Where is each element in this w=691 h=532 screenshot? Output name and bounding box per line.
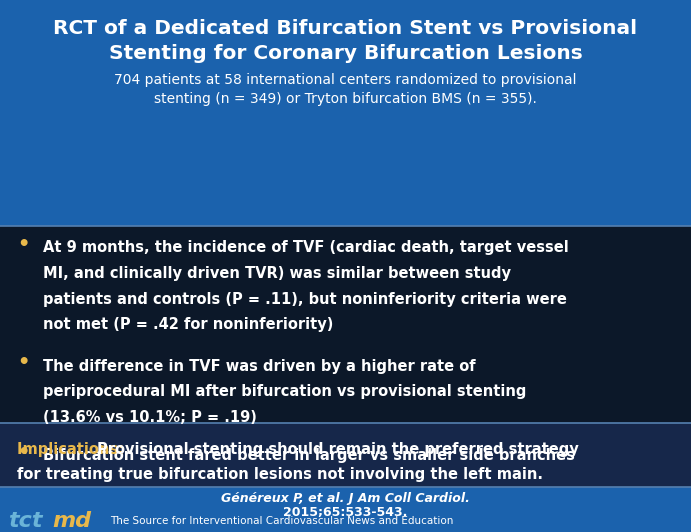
Text: (13.6% vs 10.1%; P = .19): (13.6% vs 10.1%; P = .19) (43, 410, 257, 425)
Text: Implications:: Implications: (17, 442, 129, 456)
Text: •: • (17, 353, 30, 372)
Text: •: • (17, 235, 30, 254)
Text: MI, and clinically driven TVR) was similar between study: MI, and clinically driven TVR) was simil… (43, 266, 511, 281)
Text: The difference in TVF was driven by a higher rate of: The difference in TVF was driven by a hi… (43, 359, 475, 373)
Text: The Source for Interventional Cardiovascular News and Education: The Source for Interventional Cardiovasc… (111, 517, 454, 526)
Text: 2015;65:533-543.: 2015;65:533-543. (283, 506, 408, 519)
Text: patients and controls (P = .11), but noninferiority criteria were: patients and controls (P = .11), but non… (43, 292, 567, 306)
Text: Bifurcation stent fared better in larger vs smaller side branches: Bifurcation stent fared better in larger… (43, 448, 575, 463)
Text: periprocedural MI after bifurcation vs provisional stenting: periprocedural MI after bifurcation vs p… (43, 384, 527, 399)
Text: 704 patients at 58 international centers randomized to provisional: 704 patients at 58 international centers… (114, 73, 577, 87)
Bar (0, 226, 691, 423)
Text: •: • (17, 443, 30, 462)
Text: Provisional stenting should remain the preferred strategy: Provisional stenting should remain the p… (97, 442, 578, 456)
Text: Stenting for Coronary Bifurcation Lesions: Stenting for Coronary Bifurcation Lesion… (108, 44, 583, 63)
Bar (0, 487, 691, 532)
Text: Généreux P, et al. J Am Coll Cardiol.: Généreux P, et al. J Am Coll Cardiol. (221, 492, 470, 505)
Text: tct: tct (8, 511, 43, 531)
Bar (0, 423, 691, 487)
Text: RCT of a Dedicated Bifurcation Stent vs Provisional: RCT of a Dedicated Bifurcation Stent vs … (53, 19, 638, 38)
Text: for treating true bifurcation lesions not involving the left main.: for treating true bifurcation lesions no… (17, 467, 543, 482)
Text: At 9 months, the incidence of TVF (cardiac death, target vessel: At 9 months, the incidence of TVF (cardi… (43, 240, 569, 255)
Text: md: md (52, 511, 91, 531)
Text: not met (P = .42 for noninferiority): not met (P = .42 for noninferiority) (43, 317, 333, 332)
Text: stenting (n = 349) or Tryton bifurcation BMS (n = 355).: stenting (n = 349) or Tryton bifurcation… (154, 92, 537, 105)
